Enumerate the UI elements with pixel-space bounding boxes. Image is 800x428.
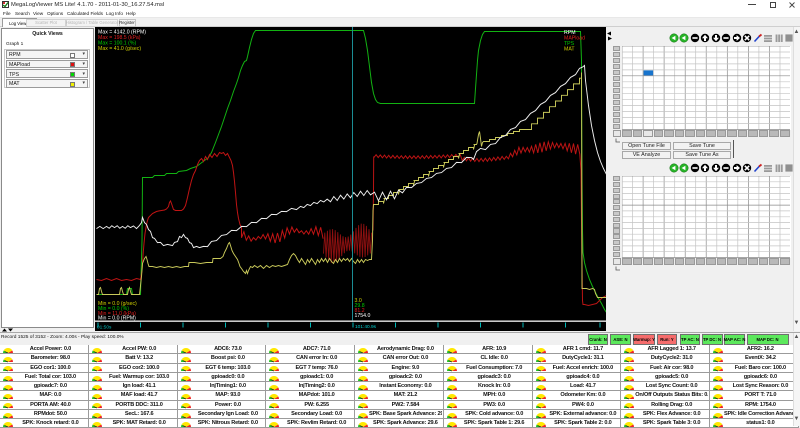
svg-text:TPS: TPS xyxy=(564,41,575,47)
svg-text:1754.0: 1754.0 xyxy=(355,313,371,319)
svg-text:101:40.9s: 101:40.9s xyxy=(355,324,377,330)
svg-text:29.8: 29.8 xyxy=(355,303,365,309)
svg-text:MAT: MAT xyxy=(564,47,575,53)
svg-text:Min = 11.0 (kPa): Min = 11.0 (kPa) xyxy=(98,311,136,317)
svg-text:01:50s: 01:50s xyxy=(97,325,112,331)
svg-text:MAPload: MAPload xyxy=(564,36,585,42)
svg-text:RPM: RPM xyxy=(564,30,576,36)
svg-text:Max = 41.0 (g/sec): Max = 41.0 (g/sec) xyxy=(98,46,141,52)
svg-text:Min = 0.0 (%): Min = 0.0 (%) xyxy=(98,306,129,312)
svg-text:3.0: 3.0 xyxy=(355,298,362,304)
svg-text:Min = 0.0 (g/sec): Min = 0.0 (g/sec) xyxy=(98,301,137,307)
svg-text:Max = 4142.0 (RPM): Max = 4142.0 (RPM) xyxy=(98,29,146,35)
svg-text:Max = 198.5 (kPa): Max = 198.5 (kPa) xyxy=(98,35,141,41)
svg-text:81.2: 81.2 xyxy=(355,308,365,314)
svg-text:Max = 100.1 (%): Max = 100.1 (%) xyxy=(98,40,136,46)
svg-text:Min = 0.0 (RPM): Min = 0.0 (RPM) xyxy=(98,316,136,322)
